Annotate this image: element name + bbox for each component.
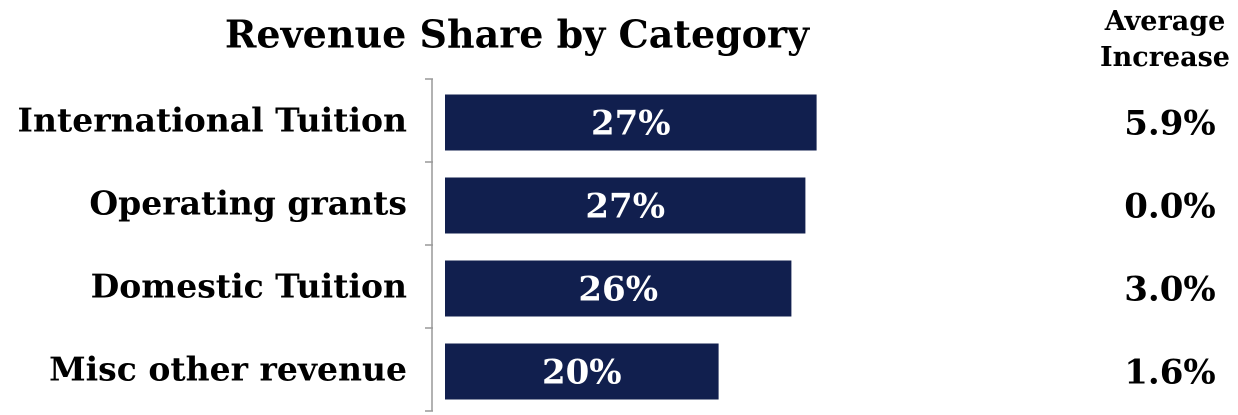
bar — [445, 343, 719, 400]
y-tick-label: International Tuition — [18, 101, 407, 140]
y-tick-label: Misc other revenue — [49, 350, 407, 389]
side-label: 3.0% — [1124, 270, 1215, 310]
chart-title: Revenue Share by Category — [225, 12, 810, 57]
bar-label: 27% — [591, 104, 671, 144]
side-header: Average Increase — [1100, 6, 1230, 73]
bar — [445, 177, 806, 234]
bar-label: 27% — [585, 187, 665, 227]
bar-label: 20% — [542, 353, 622, 393]
y-tick-label: Operating grants — [89, 184, 407, 223]
side-label: 1.6% — [1124, 353, 1215, 393]
bar — [445, 260, 792, 317]
bar-label: 26% — [578, 270, 658, 310]
y-tick-label: Domestic Tuition — [91, 267, 407, 306]
side-label: 5.9% — [1124, 104, 1215, 144]
bar — [445, 94, 817, 151]
side-label: 0.0% — [1124, 187, 1215, 227]
